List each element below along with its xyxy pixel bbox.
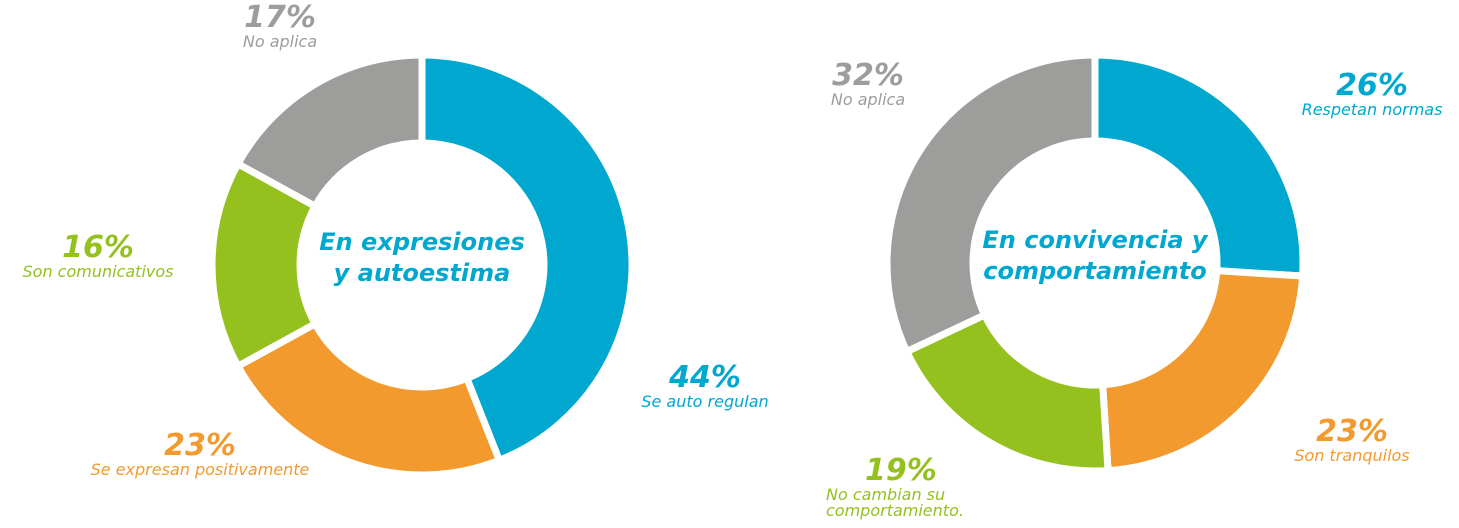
category-label: Respetan normas bbox=[1301, 99, 1443, 119]
donut-segment bbox=[902, 310, 1112, 475]
slice-label: 16% Son comunicativos bbox=[0, 232, 198, 280]
slice-label: 32% No aplica bbox=[798, 60, 938, 108]
slice-label: 19% No cambian su comportamiento. bbox=[826, 455, 986, 520]
category-label: No cambian su comportamiento. bbox=[826, 484, 964, 521]
value-label: 17% bbox=[244, 0, 316, 35]
donut-segment bbox=[1091, 51, 1307, 280]
slice-label: 26% Respetan normas bbox=[1282, 70, 1459, 118]
value-label: 23% bbox=[1316, 414, 1388, 449]
title-line: comportamiento bbox=[983, 257, 1207, 286]
value-label: 16% bbox=[62, 230, 134, 265]
category-label: Se auto regulan bbox=[641, 391, 769, 411]
category-label: No aplica bbox=[242, 31, 318, 51]
donut-segment bbox=[233, 51, 426, 211]
category-label: Son tranquilos bbox=[1294, 445, 1410, 465]
donut-segment bbox=[233, 319, 504, 479]
slice-label: 23% Se expresan positivamente bbox=[50, 430, 350, 478]
value-label: 26% bbox=[1336, 68, 1408, 103]
category-label: No aplica bbox=[830, 89, 906, 109]
category-label: Son comunicativos bbox=[22, 261, 174, 281]
donut-segment bbox=[418, 51, 636, 465]
title-line: En expresiones bbox=[319, 228, 525, 256]
value-label: 32% bbox=[832, 58, 904, 93]
value-label: 19% bbox=[865, 453, 937, 488]
slice-label: 44% Se auto regulan bbox=[625, 362, 785, 410]
donut-segment bbox=[883, 51, 1099, 357]
slice-label: 23% Son tranquilos bbox=[1272, 416, 1432, 464]
value-label: 23% bbox=[164, 428, 236, 463]
donut-segment bbox=[1098, 266, 1307, 475]
center-title: En expresiones y autoestima bbox=[292, 227, 552, 289]
center-title: En convivencia y comportamiento bbox=[965, 225, 1225, 287]
value-label: 44% bbox=[669, 360, 741, 395]
slice-label: 17% No aplica bbox=[210, 2, 350, 50]
title-line: En convivencia y bbox=[982, 226, 1208, 254]
category-label: Se expresan positivamente bbox=[90, 459, 310, 479]
title-line: y autoestima bbox=[333, 259, 511, 288]
